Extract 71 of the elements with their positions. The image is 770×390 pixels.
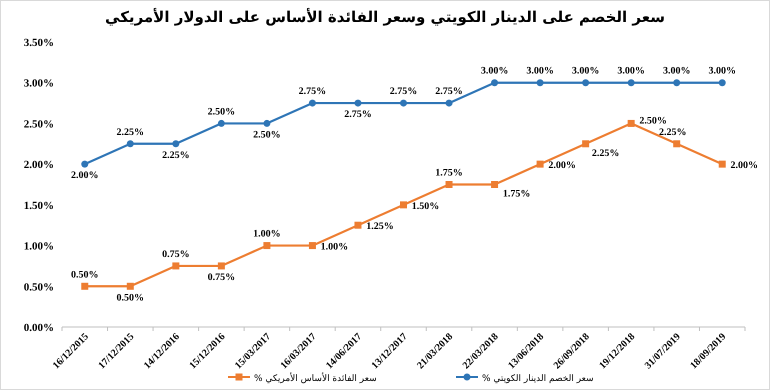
- legend-label: سعر الخصم الدينار الكويتي %: [482, 374, 594, 384]
- data-label: 1.75%: [435, 168, 463, 178]
- point: [582, 140, 590, 148]
- point: [354, 100, 362, 107]
- data-label: 2.00%: [71, 170, 99, 182]
- data-label: 1.00%: [320, 242, 348, 253]
- data-label: 2.00%: [730, 160, 758, 172]
- data-label: 2.50%: [253, 129, 281, 140]
- point: [400, 201, 407, 208]
- y-tick-label: 3.50%: [24, 37, 54, 49]
- data-label: 0.75%: [162, 248, 190, 260]
- point: [400, 100, 407, 107]
- point: [491, 181, 498, 188]
- point: [628, 79, 635, 86]
- data-label: 3.00%: [708, 66, 736, 77]
- data-label: 1.00%: [253, 228, 281, 240]
- y-tick-label: 1.00%: [24, 240, 54, 253]
- chart-title: سعر الخصم على الدينار الكويتي وسعر الفائدة الأساس على الدولار الأمريكي: [105, 7, 665, 26]
- data-label: 2.00%: [548, 160, 576, 172]
- data-label: 0.50%: [116, 292, 144, 304]
- point: [536, 160, 544, 168]
- point: [126, 140, 134, 148]
- data-label: 3.00%: [572, 66, 600, 77]
- data-label: 2.75%: [344, 109, 372, 120]
- y-tick-label: 1.50%: [24, 200, 54, 212]
- point: [536, 79, 544, 86]
- point: [263, 120, 270, 127]
- data-label: 1.75%: [502, 188, 530, 200]
- point: [126, 282, 134, 290]
- point: [81, 282, 88, 290]
- point: [218, 120, 225, 127]
- point: [263, 242, 270, 250]
- point: [446, 100, 453, 107]
- data-label: 0.50%: [71, 269, 99, 280]
- point: [81, 160, 88, 168]
- data-label: 1.50%: [412, 200, 440, 212]
- data-label: 0.75%: [208, 272, 236, 283]
- point: [718, 160, 726, 168]
- point: [172, 262, 180, 270]
- point: [491, 79, 498, 86]
- data-label: 2.75%: [435, 86, 463, 98]
- point: [172, 140, 180, 148]
- point: [582, 79, 590, 86]
- data-label: 2.25%: [162, 150, 190, 161]
- data-label: 2.50%: [208, 106, 236, 118]
- point: [673, 79, 680, 86]
- point: [628, 120, 635, 127]
- point: [308, 100, 316, 107]
- data-label: 2.25%: [116, 126, 144, 138]
- data-label: 2.25%: [658, 126, 686, 138]
- data-label: 3.00%: [662, 66, 690, 77]
- data-label: 2.25%: [592, 148, 620, 159]
- y-tick-label: 3.00%: [24, 78, 54, 90]
- data-label: 2.75%: [298, 86, 326, 98]
- data-label: 2.75%: [390, 86, 418, 98]
- point: [218, 262, 225, 270]
- data-label: 3.00%: [480, 66, 508, 77]
- data-label: 2.50%: [639, 115, 667, 126]
- point: [673, 140, 680, 148]
- y-tick-label: 0.00%: [24, 322, 54, 334]
- point: [354, 222, 362, 229]
- point: [308, 242, 316, 250]
- data-label: 3.00%: [617, 66, 645, 77]
- y-tick-label: 0.50%: [24, 281, 54, 294]
- data-label: 3.00%: [526, 66, 554, 77]
- point: [718, 79, 726, 86]
- data-label: 1.25%: [366, 221, 394, 232]
- y-tick-label: 2.50%: [24, 118, 54, 130]
- y-tick-label: 2.00%: [24, 159, 54, 172]
- legend-label: سعر الفائدة الأساس الأمريكي %: [254, 372, 377, 384]
- point: [446, 181, 453, 188]
